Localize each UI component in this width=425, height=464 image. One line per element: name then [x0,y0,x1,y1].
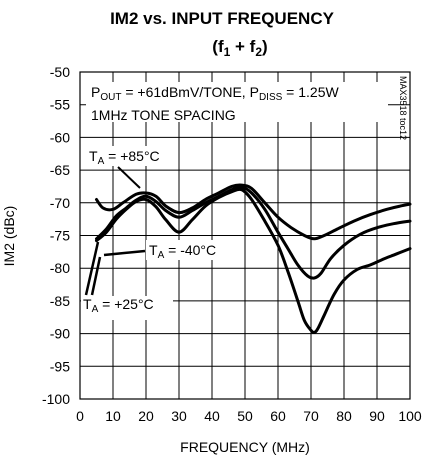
label-85c: TA = +85°C [89,148,160,167]
figure-code: MAX3518 toc12 [398,76,408,140]
series-line-ta-25c [95,187,412,334]
x-tick-label: 10 [105,408,121,424]
label-minus40c: TA = -40°C [149,242,216,261]
x-tick-label: 90 [369,408,385,424]
series-line-ta-85c [95,183,412,241]
y-tick-label: -90 [50,326,70,342]
x-tick-label: 20 [138,408,154,424]
conditions-line-2: 1MHz TONE SPACING [91,107,236,123]
y-tick-label: -80 [50,260,70,276]
y-tick-label: -70 [50,195,70,211]
x-tick-label: 70 [303,408,319,424]
leader-85c [117,166,141,189]
plot-frame [79,71,411,400]
x-tick-label: 30 [171,408,187,424]
x-tick-label: 40 [204,408,220,424]
y-tick-label: -95 [50,358,70,374]
chart-title: IM2 vs. INPUT FREQUENCY [110,9,335,28]
x-tick-labels: 0 10 20 30 40 50 60 70 80 90 100 [76,408,422,424]
y-tick-label: -55 [50,97,70,113]
series-label-25c: TA = +25°C [81,241,173,320]
x-tick-label: 0 [76,408,84,424]
y-tick-label: -100 [42,391,70,407]
y-tick-label: -85 [50,293,70,309]
conditions-background [86,82,388,122]
leader-25c-b [84,241,100,296]
series-label-minus40c: TA = -40°C [103,240,230,261]
y-tick-label: -50 [50,64,70,80]
chart-subtitle: (f1 + f2) [212,37,267,59]
leader-25c-a [90,256,102,296]
leader-minus40c [103,249,146,257]
y-tick-label: -75 [50,228,70,244]
x-axis-label: FREQUENCY (MHz) [180,439,310,455]
conditions-line-1: POUT = +61dBmV/TONE, PDISS = 1.25W [91,84,339,103]
y-tick-labels: -50 -55 -60 -65 -70 -75 -80 -85 -90 -95 -100 [42,64,70,407]
label-25c: TA = +25°C [83,296,154,315]
series-label-85c: TA = +85°C [87,146,173,189]
x-tick-label: 80 [336,408,352,424]
series-line-ta-minus40c [95,185,412,280]
x-tick-label: 50 [237,408,253,424]
y-axis-label: IM2 (dBc) [1,206,17,267]
series-curves [95,183,412,334]
x-tick-label: 100 [398,408,422,424]
y-tick-label: -60 [50,129,70,145]
y-tick-label: -65 [50,162,70,178]
x-tick-label: 60 [270,408,286,424]
